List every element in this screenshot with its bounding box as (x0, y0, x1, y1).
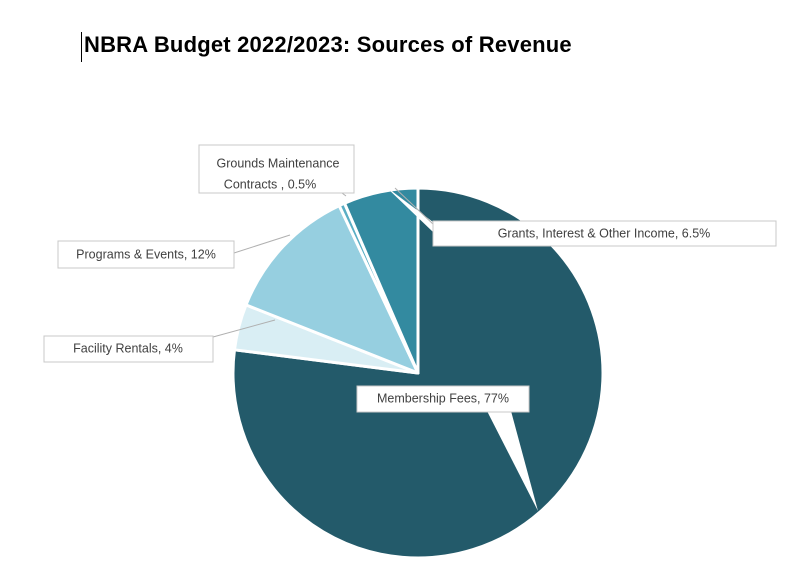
data-label-grounds-maintenance-contracts: Grounds Maintenance Contracts , 0.5% (217, 156, 340, 191)
data-label-membership-fees: Membership Fees, 77% (377, 391, 509, 405)
data-label-box-grants-interest-other-income (432, 220, 777, 247)
data-label-grants-interest-other-income: Grants, Interest & Other Income, 6.5% (498, 226, 711, 240)
pie-slice-programs-events (244, 204, 420, 375)
data-label-facility-rentals: Facility Rentals, 4% (73, 341, 183, 355)
data-label-box-facility-rentals (43, 335, 214, 363)
leader-line-programs-events (233, 234, 291, 254)
leader-line-grants-interest-other-income (394, 187, 434, 225)
leader-line-facility-rentals (212, 319, 276, 338)
data-label-programs-events: Programs & Events, 12% (76, 247, 216, 261)
text-cursor (81, 32, 82, 62)
pie-slice-grants-interest-other-income (343, 186, 420, 375)
chart-title: NBRA Budget 2022/2023: Sources of Revenu… (84, 32, 572, 57)
data-label-box-membership-fees (356, 385, 530, 413)
data-label-pointer-grants-interest-other-income (385, 186, 433, 232)
data-label-box-programs-events (57, 240, 235, 269)
data-label-pointer-membership-fees (487, 411, 538, 511)
data-label-box-grounds-maintenance-contracts (198, 144, 355, 194)
